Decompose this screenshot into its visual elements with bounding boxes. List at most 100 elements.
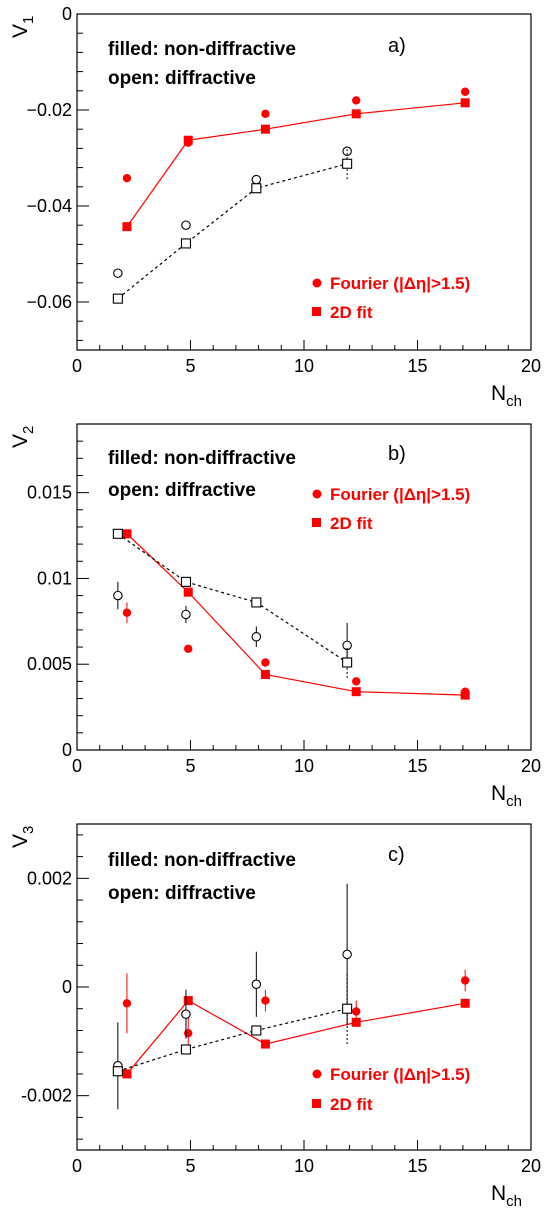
data-point-filled-square bbox=[122, 222, 132, 232]
data-point-filled-square bbox=[460, 690, 470, 700]
chart-panel-3: 0 5 10 15 20 0.002 0 -0.002 V3 Nch c) filled: non-d… bbox=[9, 823, 541, 1210]
y-tick-label: 0.005 bbox=[27, 654, 72, 674]
data-point-open-square bbox=[342, 158, 353, 169]
data-point-filled-square bbox=[122, 529, 132, 539]
data-point-filled-circle bbox=[352, 677, 361, 686]
series-open-square bbox=[112, 148, 353, 304]
data-point-open-square bbox=[342, 657, 353, 668]
data-point-open-circle bbox=[113, 268, 123, 278]
data-point-filled-square bbox=[260, 124, 270, 134]
y-tick-label: 0 bbox=[62, 977, 72, 997]
data-point-filled-square bbox=[183, 996, 193, 1006]
data-point-filled-circle bbox=[184, 644, 193, 653]
x-tick-label: 5 bbox=[185, 756, 195, 776]
y-tick-label: −0.06 bbox=[26, 292, 72, 312]
data-point-open-square bbox=[112, 1066, 123, 1077]
data-point-open-square bbox=[112, 293, 123, 304]
panel-label: c) bbox=[388, 844, 405, 866]
data-point-open-square bbox=[251, 183, 262, 194]
x-axis-label: Nch bbox=[491, 1182, 522, 1210]
data-point-filled-circle bbox=[352, 1007, 361, 1016]
y-axis-label: V2 bbox=[9, 426, 37, 448]
y-tick-label: 0.002 bbox=[27, 868, 72, 888]
x-tick-label: 5 bbox=[185, 356, 195, 376]
note-text: filled: non-diffractive bbox=[108, 448, 296, 469]
data-point-filled-square bbox=[183, 135, 193, 145]
series-line bbox=[117, 163, 348, 300]
legend-label: Fourier (|Δη|>1.5) bbox=[330, 485, 470, 504]
legend-marker-square bbox=[312, 307, 321, 316]
data-point-filled-circle bbox=[122, 173, 132, 183]
panel-label: b) bbox=[388, 443, 406, 465]
data-point-filled-circle bbox=[261, 109, 270, 119]
series-line bbox=[126, 999, 466, 1075]
data-point-filled-circle bbox=[184, 1028, 193, 1038]
series-filled-circle bbox=[122, 969, 470, 1050]
data-point-filled-square bbox=[260, 1039, 270, 1049]
legend-marker-circle bbox=[312, 489, 322, 499]
x-tick-label: 0 bbox=[72, 1156, 82, 1176]
legend-marker-square bbox=[312, 518, 321, 527]
plot-frame bbox=[76, 423, 532, 751]
y-axis-label: V1 bbox=[9, 16, 37, 38]
x-tick-label: 15 bbox=[407, 356, 427, 376]
note-text: filled: non-diffractive bbox=[108, 850, 296, 871]
data-point-filled-circle bbox=[460, 87, 470, 96]
series-line bbox=[117, 1008, 348, 1072]
data-point-filled-circle bbox=[122, 608, 132, 617]
legend-label: 2D fit bbox=[330, 514, 373, 533]
legend-marker-circle bbox=[312, 278, 322, 288]
chart-panel-1: 0 5 10 15 20 0 −0.02 −0.04 −0.06 V1 Nch a) filled: n… bbox=[9, 4, 541, 410]
panel-label: a) bbox=[388, 35, 406, 57]
x-tick-label: 10 bbox=[294, 1156, 314, 1176]
x-tick-label: 15 bbox=[407, 1156, 427, 1176]
data-point-filled-square bbox=[351, 109, 361, 119]
data-point-open-square bbox=[180, 238, 192, 249]
data-point-open-square bbox=[342, 1003, 353, 1014]
y-tick-label: 0 bbox=[62, 4, 72, 24]
data-point-filled-circle bbox=[352, 96, 361, 105]
data-point-open-circle bbox=[113, 590, 123, 601]
series-filled-square bbox=[122, 98, 470, 232]
series-line bbox=[117, 533, 348, 663]
data-point-filled-square bbox=[351, 1017, 361, 1027]
x-axis-label: Nch bbox=[491, 382, 522, 410]
data-point-filled-circle bbox=[261, 996, 270, 1005]
plot-frame bbox=[76, 13, 532, 351]
y-tick-label: −0.04 bbox=[26, 196, 72, 216]
data-point-filled-square bbox=[460, 998, 470, 1008]
legend-marker-square bbox=[312, 1099, 321, 1108]
series-filled-square bbox=[122, 996, 470, 1079]
y-tick-label: −0.02 bbox=[26, 100, 72, 120]
data-point-open-circle bbox=[251, 979, 262, 990]
data-point-filled-circle bbox=[122, 999, 132, 1008]
data-point-filled-square bbox=[460, 98, 470, 108]
series-line bbox=[126, 102, 466, 227]
series-open-square bbox=[112, 528, 353, 678]
x-tick-label: 5 bbox=[185, 1156, 195, 1176]
y-tick-label: -0.002 bbox=[21, 1086, 72, 1106]
legend-label: 2D fit bbox=[330, 1095, 373, 1114]
series-open-circle bbox=[113, 146, 352, 278]
series-filled-square bbox=[122, 529, 470, 700]
data-point-filled-square bbox=[183, 587, 193, 597]
x-tick-label: 0 bbox=[72, 756, 82, 776]
data-point-open-circle bbox=[342, 146, 352, 157]
series-open-square bbox=[112, 973, 353, 1077]
data-point-filled-square bbox=[351, 687, 361, 697]
y-tick-label: 0.015 bbox=[27, 483, 72, 503]
legend-label: Fourier (|Δη|>1.5) bbox=[330, 274, 470, 293]
legend-label: 2D fit bbox=[330, 303, 373, 322]
legend-marker-circle bbox=[312, 1069, 322, 1079]
note-text: open: diffractive bbox=[108, 68, 256, 89]
x-tick-label: 0 bbox=[72, 356, 82, 376]
x-tick-label: 10 bbox=[294, 756, 314, 776]
data-point-open-circle bbox=[251, 632, 262, 642]
x-tick-label: 10 bbox=[294, 356, 314, 376]
y-tick-label: 0.01 bbox=[37, 568, 72, 588]
x-tick-label: 20 bbox=[521, 1156, 541, 1176]
data-point-open-square bbox=[180, 576, 192, 587]
data-point-open-circle bbox=[251, 174, 262, 185]
x-axis-label: Nch bbox=[491, 782, 522, 810]
